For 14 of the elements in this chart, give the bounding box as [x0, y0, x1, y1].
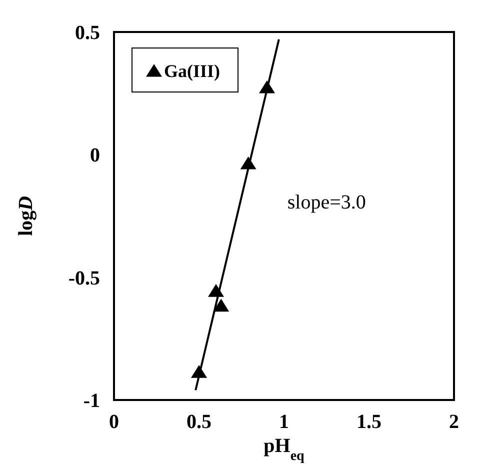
y-tick-label: -1: [83, 390, 100, 412]
y-axis-title: logD: [15, 196, 37, 236]
y-tick-label: -0.5: [68, 267, 100, 290]
legend-label: Ga(III): [164, 61, 220, 81]
x-axis-title: pH$_{eq}$: [264, 435, 305, 464]
point: [213, 298, 230, 312]
x-tick-label: 1: [279, 411, 289, 433]
x-tick-label: 1.5: [356, 411, 382, 433]
y-tick-label: 0.5: [75, 22, 100, 44]
x-tick-label: 0.5: [186, 411, 212, 433]
annotation: slope=3.0: [287, 192, 366, 214]
x-tick-label: 2: [449, 411, 459, 433]
x-tick-label: 0: [109, 411, 119, 433]
y-tick-label: 0: [90, 144, 100, 167]
